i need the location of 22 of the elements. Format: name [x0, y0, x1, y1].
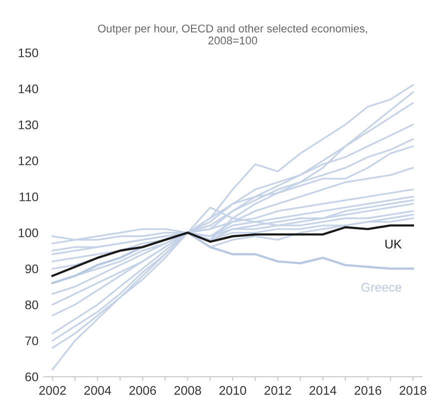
x-tick-label: 2014	[310, 386, 336, 395]
x-tick-label: 2008	[174, 386, 202, 395]
series-label: Greece	[361, 282, 402, 292]
y-tick-label: 80	[25, 300, 38, 310]
x-tick-label: 2012	[264, 386, 292, 395]
x-tick-label: 2004	[84, 386, 112, 395]
x-tick-label: 2018	[400, 386, 426, 395]
y-tick-label: 70	[25, 336, 38, 346]
x-tick-label: 2002	[39, 386, 66, 395]
chart-title: Outper per hour, OECD and other selected economies, 2008=100	[98, 24, 367, 44]
y-tick-label: 150	[18, 48, 38, 58]
y-tick-label: 120	[18, 156, 38, 166]
y-tick-label: 60	[25, 372, 38, 382]
y-tick-label: 130	[18, 120, 38, 130]
x-tick-label: 2006	[129, 386, 156, 395]
y-tick-label: 140	[18, 84, 38, 94]
series-label: UK	[385, 240, 402, 249]
x-tick-label: 2016	[354, 386, 382, 395]
x-tick-label: 2010	[219, 386, 246, 395]
y-tick-label: 100	[18, 228, 38, 238]
y-tick-label: 110	[20, 192, 38, 202]
y-tick-label: 90	[25, 264, 38, 274]
